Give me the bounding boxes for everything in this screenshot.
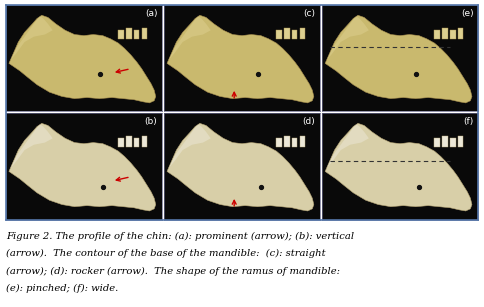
Bar: [300, 28, 305, 39]
Polygon shape: [325, 15, 472, 103]
Polygon shape: [327, 16, 369, 60]
Polygon shape: [168, 16, 211, 60]
Bar: [142, 136, 147, 147]
Bar: [292, 30, 298, 39]
Bar: [450, 138, 455, 147]
Bar: [134, 30, 139, 39]
Polygon shape: [325, 123, 472, 211]
Bar: [142, 28, 147, 39]
Bar: [276, 138, 282, 147]
Bar: [435, 138, 440, 147]
Text: Figure 2. The profile of the chin: (a): prominent (arrow); (b): vertical: Figure 2. The profile of the chin: (a): …: [6, 232, 354, 241]
Bar: [284, 28, 289, 39]
Bar: [284, 136, 289, 147]
Text: (arrow); (d): rocker (arrow).  The shape of the ramus of mandible:: (arrow); (d): rocker (arrow). The shape …: [6, 267, 340, 276]
Polygon shape: [9, 123, 156, 211]
Text: (c): (c): [303, 9, 316, 18]
Bar: [458, 136, 463, 147]
Bar: [126, 28, 132, 39]
Text: (d): (d): [302, 117, 316, 126]
Bar: [442, 28, 448, 39]
Bar: [126, 136, 132, 147]
Text: (a): (a): [145, 9, 157, 18]
Text: (f): (f): [463, 117, 473, 126]
Polygon shape: [11, 124, 53, 168]
Text: (b): (b): [145, 117, 157, 126]
Bar: [458, 28, 463, 39]
Bar: [300, 136, 305, 147]
Bar: [292, 138, 298, 147]
Bar: [435, 30, 440, 39]
Polygon shape: [167, 123, 314, 211]
Bar: [118, 138, 124, 147]
Bar: [450, 30, 455, 39]
Bar: [276, 30, 282, 39]
Polygon shape: [168, 124, 211, 168]
Text: (arrow).  The contour of the base of the mandible:  (c): straight: (arrow). The contour of the base of the …: [6, 249, 325, 258]
Text: (e): pinched; (f): wide.: (e): pinched; (f): wide.: [6, 284, 118, 293]
Bar: [118, 30, 124, 39]
Polygon shape: [167, 15, 314, 103]
Bar: [134, 138, 139, 147]
Bar: [442, 136, 448, 147]
Polygon shape: [9, 15, 156, 103]
Text: (e): (e): [461, 9, 473, 18]
Polygon shape: [327, 124, 369, 168]
Polygon shape: [11, 16, 53, 60]
